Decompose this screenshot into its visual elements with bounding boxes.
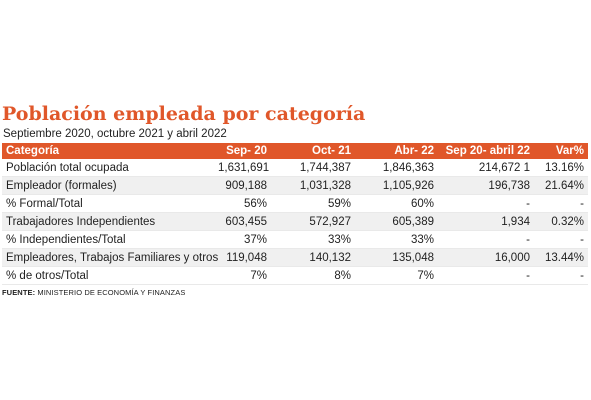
table-header-row: Categoría Sep- 20 Oct- 21 Abr- 22 Sep 20… [2,143,588,159]
cell-abr-22: 1,846,363 [355,159,438,177]
cell-variation-pct: - [534,194,588,213]
cell-oct-21: 1,031,328 [271,176,355,195]
table-row: % Formal/Total 56% 59% 60% - - [2,194,588,213]
header-sep-20: Sep- 20 [226,145,267,157]
employment-table-figure: Población empleada por categoría Septiem… [2,103,588,297]
header-variation-abs: Sep 20- abril 22 [445,145,530,157]
source-note: FUENTE: MINISTERIO DE ECONOMÍA Y FINANZA… [2,288,588,297]
cell-abr-22: 60% [355,194,438,213]
cell-abr-22: 7% [355,266,438,285]
cell-sep-20: 1,631,691 [214,159,271,177]
table-row: Población total ocupada 1,631,691 1,744,… [2,159,588,177]
cell-sep-20: 909,188 [214,176,271,195]
cell-abr-22: 33% [355,230,438,249]
cell-oct-21: 8% [271,266,355,285]
header-variation-pct: Var% [555,145,584,157]
cell-sep-20: 56% [214,194,271,213]
cell-sep-20: 119,048 [214,248,271,267]
row-label: % Independientes/Total [2,230,214,249]
cell-variation-abs: - [438,194,534,213]
cell-variation-abs: 1,934 [438,212,534,231]
cell-oct-21: 1,744,387 [271,159,355,177]
cell-variation-abs: - [438,266,534,285]
source-label: FUENTE: [2,288,36,297]
source-text: MINISTERIO DE ECONOMÍA Y FINANZAS [35,288,186,297]
header-oct-21: Oct- 21 [312,145,351,157]
row-label: % de otros/Total [2,266,214,285]
row-label: Trabajadores Independientes [2,212,214,231]
table-row: Empleador (formales) 909,188 1,031,328 1… [2,176,588,195]
cell-sep-20: 603,455 [214,212,271,231]
cell-variation-abs: 196,738 [438,176,534,195]
table-row: Trabajadores Independientes 603,455 572,… [2,212,588,231]
cell-variation-pct: 21.64% [534,176,588,195]
header-abr-22: Abr- 22 [394,145,434,157]
cell-oct-21: 572,927 [271,212,355,231]
table-row: Empleadores, Trabajos Familiares y otros… [2,248,588,267]
table-row: % Independientes/Total 37% 33% 33% - - [2,230,588,249]
cell-oct-21: 59% [271,194,355,213]
cell-variation-abs: 16,000 [438,248,534,267]
cell-variation-abs: 214,672 1 [438,159,534,177]
cell-variation-pct: - [534,266,588,285]
figure-subtitle: Septiembre 2020, octubre 2021 y abril 20… [3,128,227,140]
cell-abr-22: 1,105,926 [355,176,438,195]
row-label: Población total ocupada [2,159,214,177]
row-label: Empleadores, Trabajos Familiares y otros [2,248,218,267]
employment-table: Categoría Sep- 20 Oct- 21 Abr- 22 Sep 20… [2,143,588,285]
row-label: Empleador (formales) [2,176,214,195]
figure-title: Población empleada por categoría [2,103,366,125]
cell-variation-abs: - [438,230,534,249]
cell-abr-22: 135,048 [355,248,438,267]
cell-variation-pct: 0.32% [534,212,588,231]
cell-sep-20: 7% [214,266,271,285]
row-label: % Formal/Total [2,194,214,213]
cell-oct-21: 140,132 [271,248,355,267]
header-categoria: Categoría [6,145,60,157]
cell-variation-pct: - [534,230,588,249]
cell-abr-22: 605,389 [355,212,438,231]
cell-sep-20: 37% [214,230,271,249]
table-row: % de otros/Total 7% 8% 7% - - [2,266,588,285]
cell-oct-21: 33% [271,230,355,249]
cell-variation-pct: 13.44% [534,248,588,267]
cell-variation-pct: 13.16% [534,159,588,177]
